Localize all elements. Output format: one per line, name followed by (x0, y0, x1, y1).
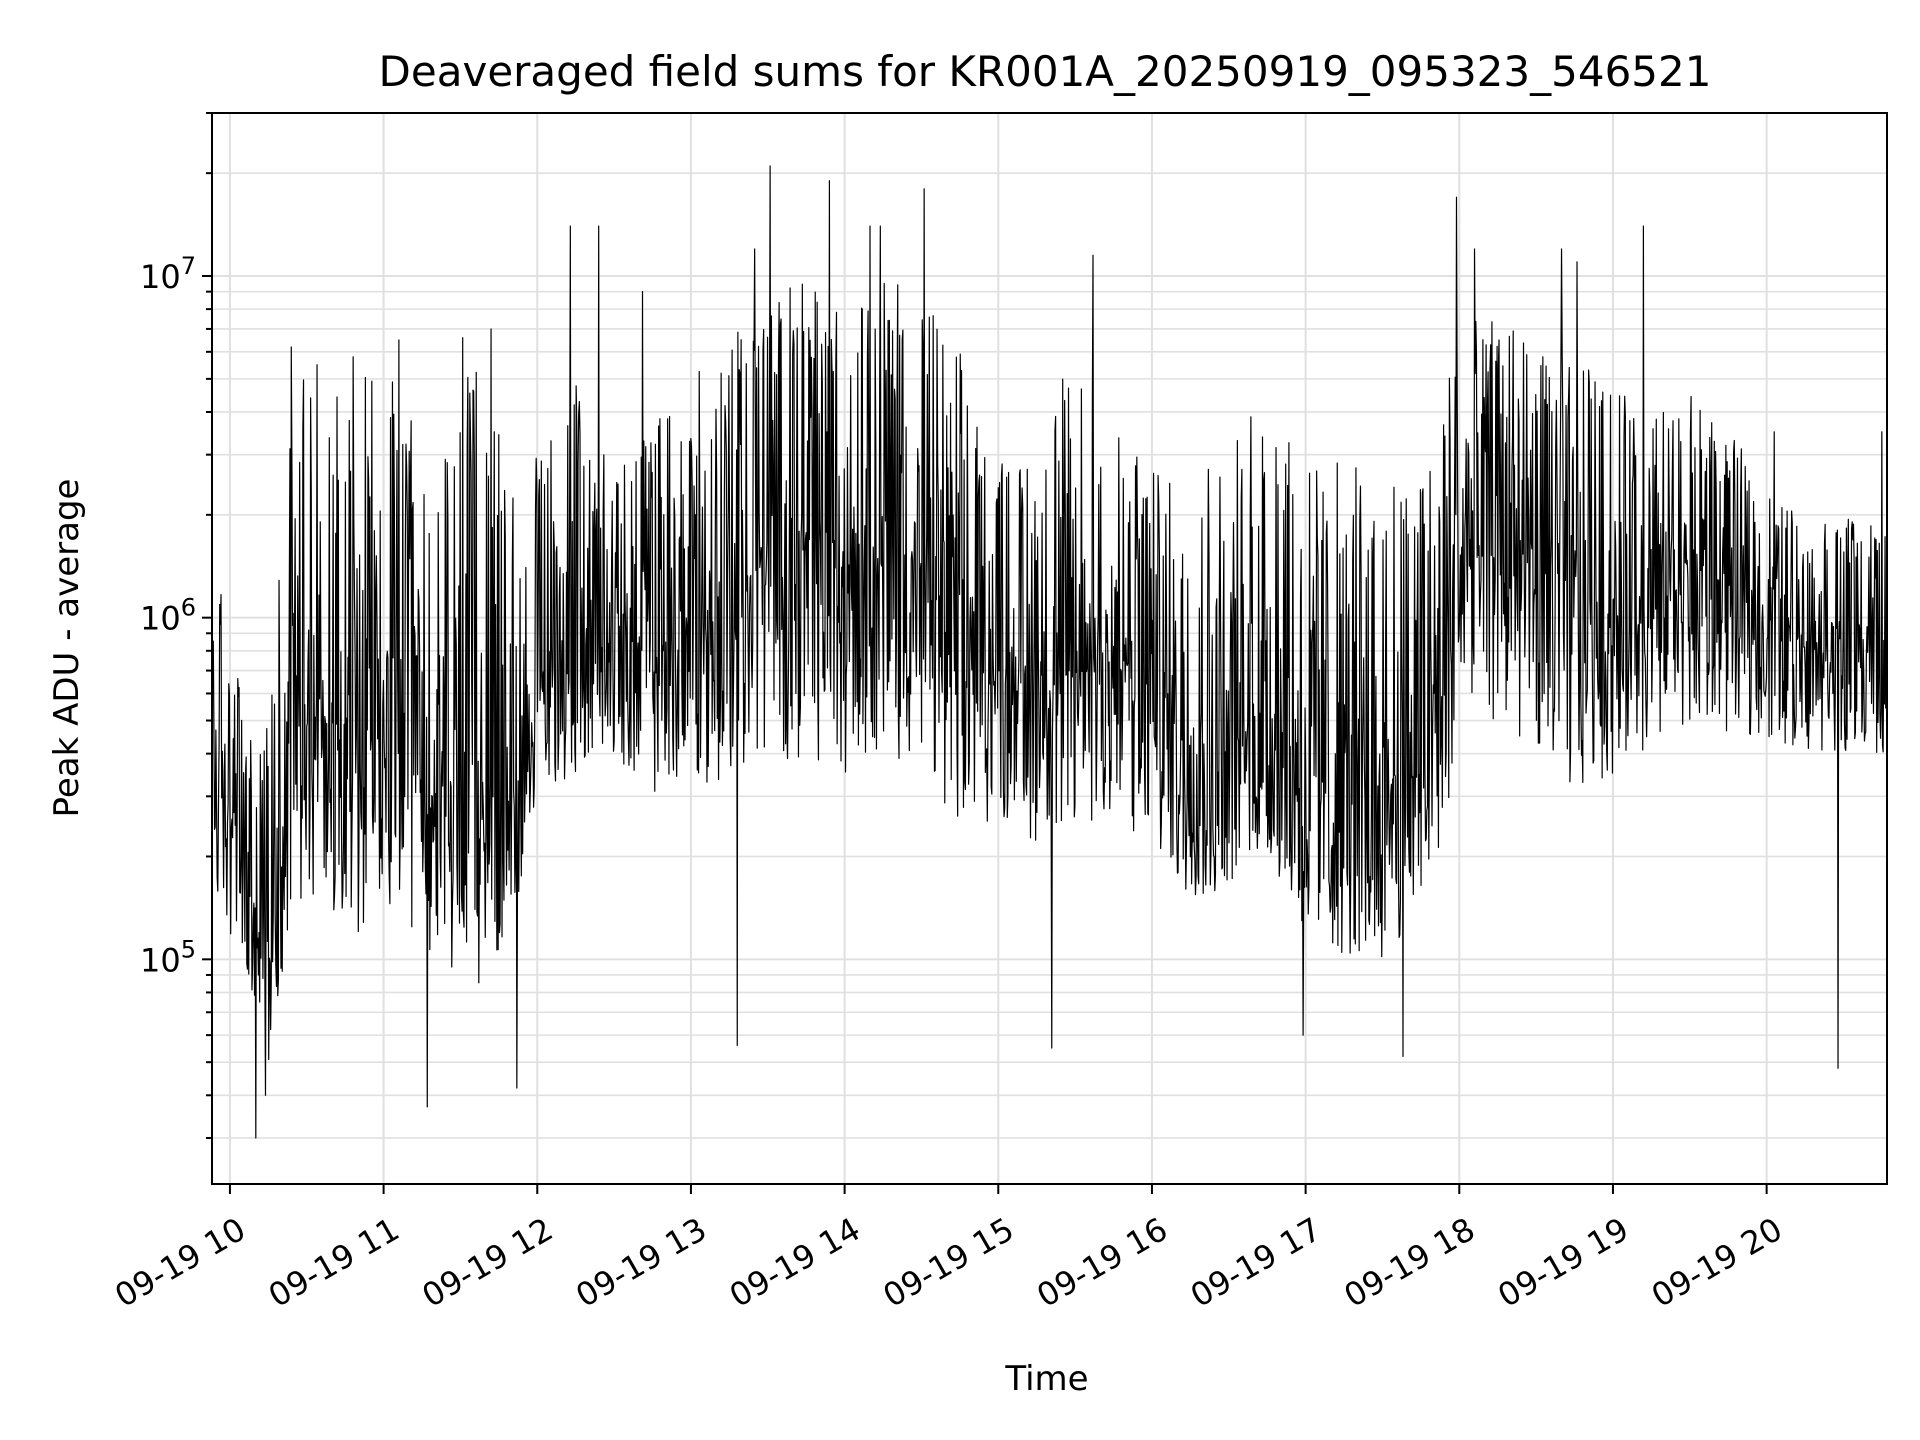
y-axis-label: Peak ADU - average (47, 479, 87, 818)
y-tick-label: 105 (140, 935, 196, 979)
plot-frame (211, 112, 1888, 1185)
series-line (211, 165, 1888, 1139)
data-series (211, 165, 1888, 1139)
y-tick-label: 107 (140, 252, 196, 296)
x-axis-label: Time (1004, 1359, 1088, 1399)
chart-title: Deaveraged field sums for KR001A_2025091… (379, 47, 1712, 96)
y-tick-label: 106 (140, 594, 196, 638)
